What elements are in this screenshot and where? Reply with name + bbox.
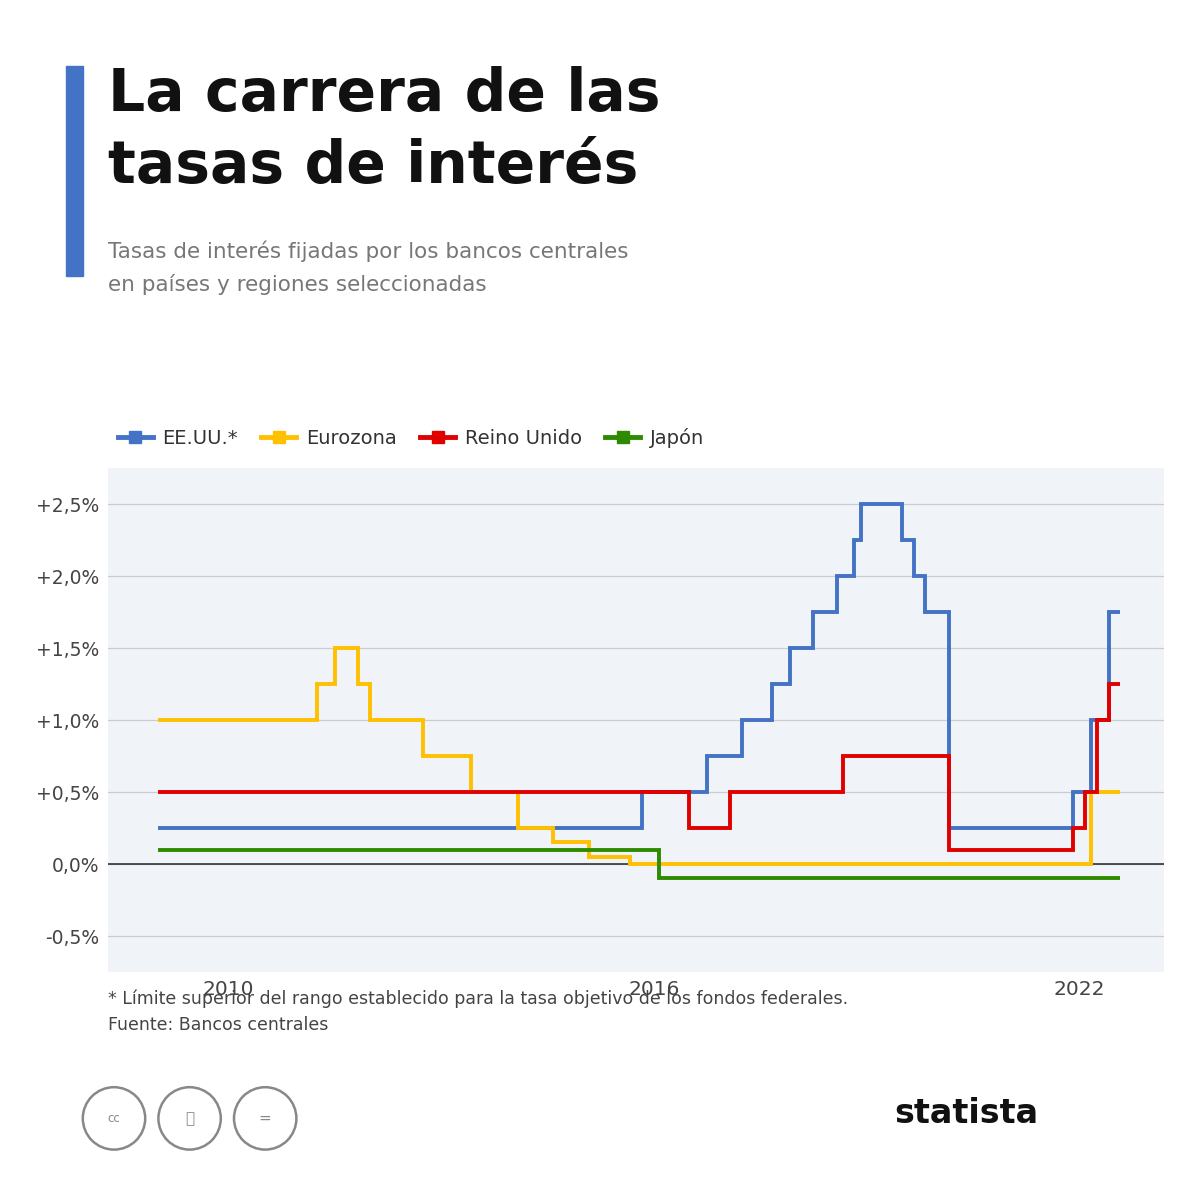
Legend: EE.UU.*, Eurozona, Reino Unido, Japón: EE.UU.*, Eurozona, Reino Unido, Japón (118, 428, 704, 448)
Text: La carrera de las: La carrera de las (108, 66, 660, 122)
Text: en países y regiones seleccionadas: en países y regiones seleccionadas (108, 274, 487, 294)
Text: Tasas de interés fijadas por los bancos centrales: Tasas de interés fijadas por los bancos … (108, 240, 629, 262)
Text: =: = (259, 1111, 271, 1126)
Text: cc: cc (108, 1112, 120, 1124)
Polygon shape (1046, 1084, 1123, 1146)
Text: * Límite superior del rango establecido para la tasa objetivo de los fondos fede: * Límite superior del rango establecido … (108, 990, 848, 1008)
Text: statista: statista (894, 1097, 1038, 1130)
Text: tasas de interés: tasas de interés (108, 138, 638, 194)
Text: Fuente: Bancos centrales: Fuente: Bancos centrales (108, 1016, 329, 1034)
Text: ⓘ: ⓘ (185, 1111, 194, 1126)
